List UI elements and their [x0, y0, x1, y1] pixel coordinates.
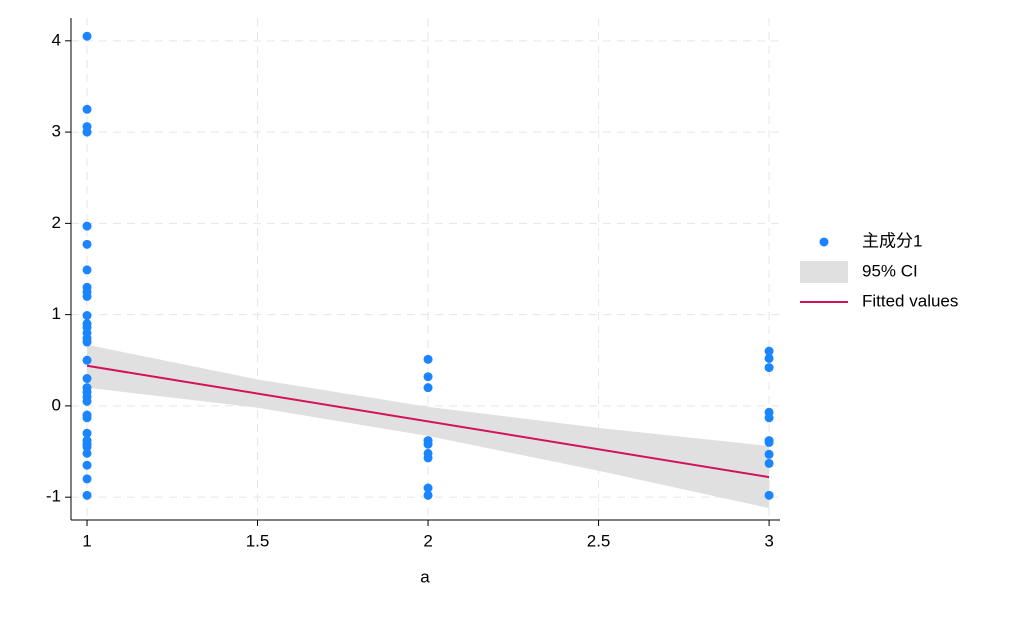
point: [423, 372, 433, 382]
point: [82, 374, 92, 384]
point: [82, 355, 92, 365]
point: [764, 437, 774, 447]
legend-label: 95% CI: [862, 261, 918, 280]
point: [423, 490, 433, 500]
legend-label: Fitted values: [862, 291, 958, 310]
point: [82, 311, 92, 321]
y-tick-label: 4: [52, 30, 61, 49]
point: [423, 383, 433, 393]
point: [764, 413, 774, 423]
x-tick-label: 1.5: [246, 531, 270, 550]
y-tick-label: 3: [52, 122, 61, 141]
point: [82, 31, 92, 41]
y-tick-label: 2: [52, 213, 61, 232]
y-tick-label: 1: [52, 304, 61, 323]
x-tick-label: 3: [764, 531, 773, 550]
point: [423, 483, 433, 493]
point: [82, 337, 92, 347]
point: [764, 363, 774, 373]
point: [82, 490, 92, 500]
ci-band: [87, 344, 770, 509]
point: [82, 239, 92, 249]
point: [82, 448, 92, 458]
point: [82, 104, 92, 114]
point: [423, 354, 433, 364]
point: [82, 413, 92, 423]
point: [82, 291, 92, 301]
point: [764, 449, 774, 459]
point: [82, 127, 92, 137]
point: [82, 396, 92, 406]
point: [82, 221, 92, 231]
point: [764, 490, 774, 500]
legend-swatch: [800, 261, 848, 283]
point: [764, 346, 774, 356]
fitted-line: [86, 364, 770, 479]
point: [764, 458, 774, 468]
x-tick-label: 1: [82, 531, 91, 550]
x-tick-label: 2: [423, 531, 432, 550]
point: [82, 460, 92, 470]
point: [82, 265, 92, 275]
point: [82, 474, 92, 484]
x-axis-label: a: [420, 567, 430, 586]
x-tick-label: 2.5: [587, 531, 611, 550]
y-tick-label: 0: [52, 395, 61, 414]
point: [423, 439, 433, 449]
point: [82, 442, 92, 452]
legend-label: 主成分1: [862, 231, 922, 250]
y-tick-label: -1: [46, 487, 61, 506]
legend-swatch: [819, 237, 829, 247]
point: [764, 353, 774, 363]
point: [423, 453, 433, 463]
point: [82, 428, 92, 438]
